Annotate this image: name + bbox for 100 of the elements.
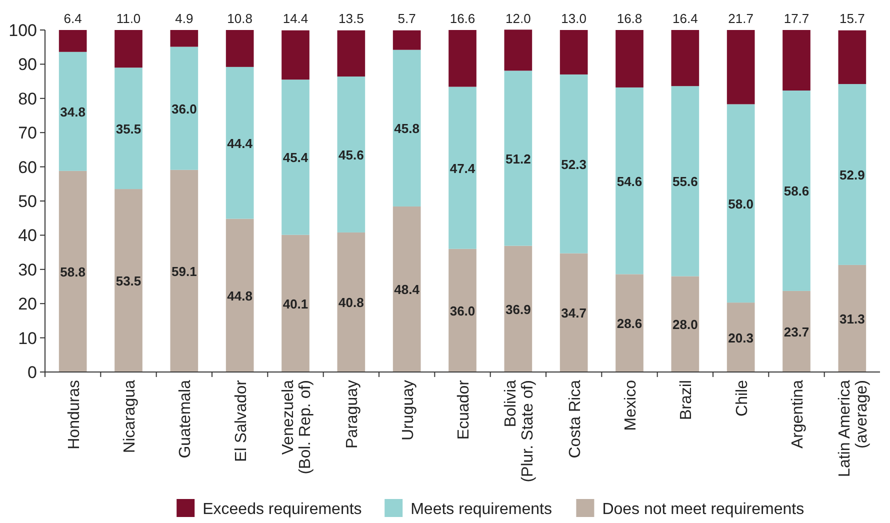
bar: [114, 189, 142, 372]
data-label: 47.4: [450, 160, 476, 176]
y-tick-label: 80: [18, 89, 37, 108]
bar: [170, 170, 198, 372]
y-tick-label: 50: [18, 192, 37, 211]
data-label: 15.7: [840, 11, 865, 26]
bar: [782, 30, 810, 91]
x-tick-label: Argentina: [790, 380, 806, 448]
data-label: 5.7: [398, 11, 416, 26]
bar: [671, 30, 700, 86]
bar: [726, 302, 755, 372]
bar: [392, 50, 421, 206]
data-label: 16.6: [450, 11, 476, 26]
bar: [170, 46, 198, 170]
legend-label: Does not meet requirements: [602, 501, 804, 518]
bar: [671, 276, 700, 372]
y-tick-label: 0: [28, 363, 37, 382]
legend-label: Exceeds requirements: [202, 501, 362, 518]
x-tick-label: Uruguay: [400, 380, 417, 440]
data-label: 55.6: [672, 174, 698, 190]
data-label: 44.8: [227, 288, 252, 304]
bar: [114, 30, 142, 68]
data-label: 17.7: [784, 11, 810, 26]
bar: [337, 76, 366, 232]
data-label: 48.4: [394, 282, 420, 298]
bar: [170, 30, 198, 47]
bar: [448, 86, 476, 249]
bar: [392, 206, 421, 372]
bar: [226, 218, 254, 372]
y-tick-label: 60: [18, 158, 37, 177]
data-label: 16.4: [672, 11, 698, 26]
y-tick-label: 10: [18, 328, 37, 348]
data-label: 4.9: [175, 11, 194, 26]
data-label: 40.8: [338, 295, 364, 310]
x-tick-label: Ecuador: [456, 379, 472, 440]
data-label: 10.8: [227, 11, 252, 26]
bar: [838, 84, 866, 265]
bar: [671, 86, 700, 276]
data-label: 52.9: [840, 167, 865, 182]
bar: [58, 52, 87, 171]
data-label: 28.6: [616, 316, 642, 332]
bar: [392, 30, 421, 50]
data-label: 13.0: [561, 11, 586, 26]
y-tick-label: 70: [18, 124, 37, 143]
bar: [616, 87, 644, 274]
bar: [337, 30, 366, 77]
bar: [58, 170, 87, 372]
bar: [282, 80, 310, 235]
data-label: 23.7: [784, 324, 810, 340]
bar: [560, 253, 588, 372]
data-label: 6.4: [64, 11, 82, 26]
data-label: 58.6: [784, 184, 810, 199]
data-label: 59.1: [172, 264, 197, 279]
data-label: 34.7: [561, 306, 586, 321]
bar: [726, 30, 755, 104]
bar: [616, 274, 644, 372]
bar: [337, 232, 366, 372]
data-label: 31.3: [840, 311, 865, 326]
data-label: 53.5: [116, 274, 142, 289]
bar: [560, 74, 588, 254]
x-tick-label: Latin America (average): [836, 380, 871, 477]
bar: [226, 30, 254, 67]
x-tick-label: Honduras: [66, 380, 83, 450]
data-label: 36.0: [450, 303, 476, 318]
y-tick-label: 20: [18, 294, 37, 314]
bar: [782, 290, 810, 372]
legend-label: Meets requirements: [410, 501, 552, 518]
data-label: 45.8: [394, 121, 420, 136]
data-label: 45.6: [338, 147, 364, 162]
x-tick-label: Bolivia (Plur. State of): [502, 380, 537, 482]
bar: [782, 90, 810, 291]
data-label: 40.1: [282, 296, 308, 312]
y-tick-label: 40: [18, 226, 37, 246]
x-tick-label: Chile: [734, 380, 751, 416]
x-tick-label: Brazil: [678, 380, 696, 420]
data-label: 34.8: [60, 104, 86, 120]
x-tick-label: El Salvador: [232, 379, 250, 462]
data-label: 14.4: [282, 11, 308, 26]
data-label: 44.4: [227, 136, 254, 151]
x-tick-label: Paraguay: [344, 380, 362, 448]
bar: [504, 30, 532, 71]
data-label: 52.3: [561, 156, 586, 172]
data-label: 35.5: [116, 121, 142, 136]
data-label: 16.8: [616, 11, 642, 26]
x-tick-label: Costa Rica: [566, 380, 584, 458]
bar: [448, 30, 476, 87]
data-label: 54.6: [616, 174, 642, 189]
bar: [726, 104, 755, 303]
data-label: 28.0: [672, 317, 698, 332]
data-label: 36.9: [506, 302, 531, 317]
bar: [58, 30, 87, 52]
y-tick-label: 30: [18, 260, 37, 280]
bar: [226, 66, 254, 219]
y-tick-label: 90: [18, 55, 37, 74]
bar: [282, 234, 310, 372]
bar: [616, 30, 644, 88]
y-tick-label: 100: [8, 21, 37, 40]
data-label: 51.2: [506, 151, 531, 166]
bar: [282, 30, 310, 80]
x-tick-label: Mexico: [622, 380, 640, 431]
